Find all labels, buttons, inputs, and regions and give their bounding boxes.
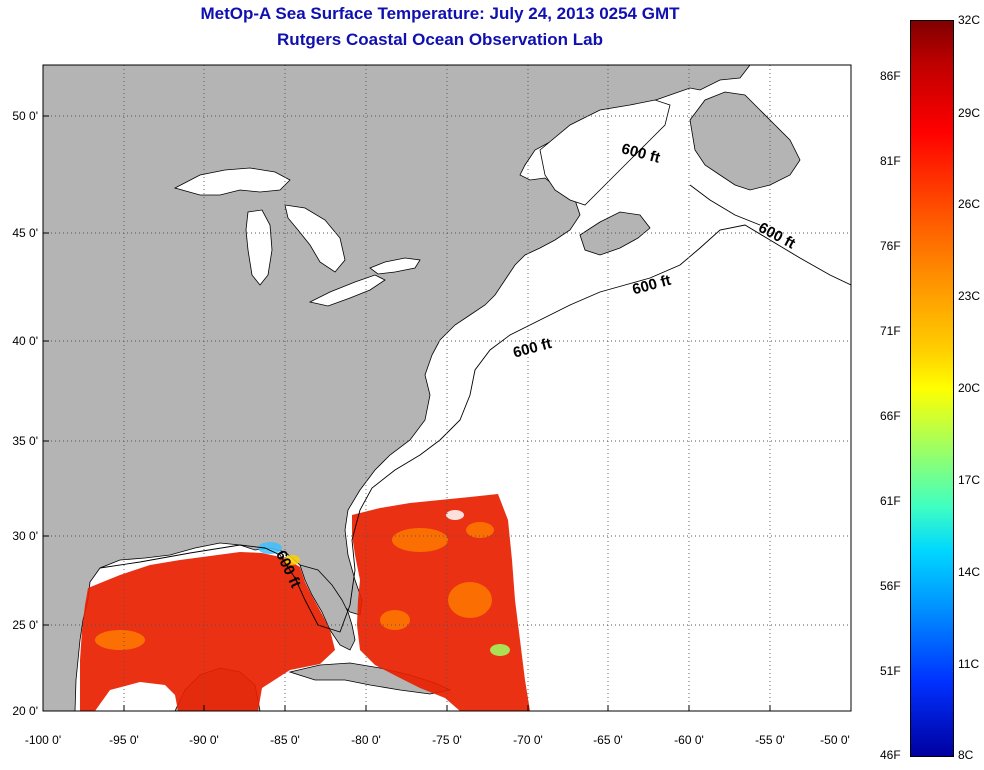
lake-erie bbox=[308, 274, 386, 307]
colorbar-celsius-label: 8C bbox=[958, 748, 974, 762]
lake-ontario bbox=[369, 257, 421, 275]
sst-cool-patches bbox=[258, 510, 510, 656]
colorbar-fahrenheit-label: 66F bbox=[880, 409, 901, 423]
lon-tick-label: -55 0' bbox=[755, 733, 785, 747]
colorbar-fahrenheit-label: 46F bbox=[880, 748, 901, 762]
lat-tick-label: 30 0' bbox=[12, 529, 38, 543]
isobath-600ft-canada bbox=[689, 184, 761, 226]
colorbar-fahrenheit-label: 81F bbox=[880, 154, 901, 168]
axis-ticks bbox=[43, 115, 771, 711]
colorbar-celsius-label: 32C bbox=[958, 13, 981, 27]
lon-tick-label: -50 0' bbox=[820, 733, 850, 747]
lake-huron bbox=[284, 204, 346, 273]
colorbar-fahrenheit-label: 86F bbox=[880, 69, 901, 83]
lon-tick-label: -75 0' bbox=[432, 733, 462, 747]
colorbar-celsius-label: 26C bbox=[958, 197, 981, 211]
isobath-600ft bbox=[99, 224, 851, 633]
lake-michigan bbox=[245, 209, 273, 286]
lon-tick-label: -60 0' bbox=[674, 733, 704, 747]
colorbar-fahrenheit-label: 56F bbox=[880, 579, 901, 593]
colorbar-celsius-label: 29C bbox=[958, 106, 981, 120]
colorbar-fahrenheit-label: 76F bbox=[880, 239, 901, 253]
lat-tick-label: 40 0' bbox=[12, 334, 38, 348]
lat-tick-label: 45 0' bbox=[12, 226, 38, 240]
map-subtitle: Rutgers Coastal Ocean Observation Lab bbox=[277, 30, 603, 49]
colorbar-fahrenheit-label: 61F bbox=[880, 494, 901, 508]
lon-tick-label: -90 0' bbox=[189, 733, 219, 747]
colorbar-celsius-label: 17C bbox=[958, 473, 981, 487]
lat-lon-grid bbox=[43, 65, 851, 711]
sst-atlantic-swath bbox=[352, 494, 530, 711]
colorbar-celsius-label: 14C bbox=[958, 565, 981, 579]
lon-tick-label: -80 0' bbox=[351, 733, 381, 747]
colorbar-celsius-label: 23C bbox=[958, 289, 981, 303]
map-title: MetOp-A Sea Surface Temperature: July 24… bbox=[200, 4, 680, 23]
lon-tick-label: -95 0' bbox=[109, 733, 139, 747]
colorbar-fahrenheit-label: 71F bbox=[880, 324, 901, 338]
lat-tick-label: 35 0' bbox=[12, 434, 38, 448]
sst-warm-patches bbox=[95, 522, 494, 650]
lon-tick-label: -85 0' bbox=[270, 733, 300, 747]
colorbar-fahrenheit-label: 51F bbox=[880, 664, 901, 678]
lon-tick-label: -100 0' bbox=[24, 733, 62, 747]
gulf-st-lawrence bbox=[539, 99, 671, 206]
lat-tick-label: 25 0' bbox=[12, 618, 38, 632]
temperature-colorbar bbox=[910, 20, 954, 757]
lat-tick-label: 50 0' bbox=[12, 109, 38, 123]
colorbar-celsius-label: 20C bbox=[958, 381, 981, 395]
lat-tick-label: 20 0' bbox=[12, 704, 38, 718]
lon-tick-label: -65 0' bbox=[593, 733, 623, 747]
sst-gulf-of-mexico bbox=[80, 552, 335, 711]
lon-tick-label: -70 0' bbox=[513, 733, 543, 747]
land-newfoundland bbox=[689, 91, 801, 191]
colorbar-celsius-label: 11C bbox=[958, 657, 980, 671]
